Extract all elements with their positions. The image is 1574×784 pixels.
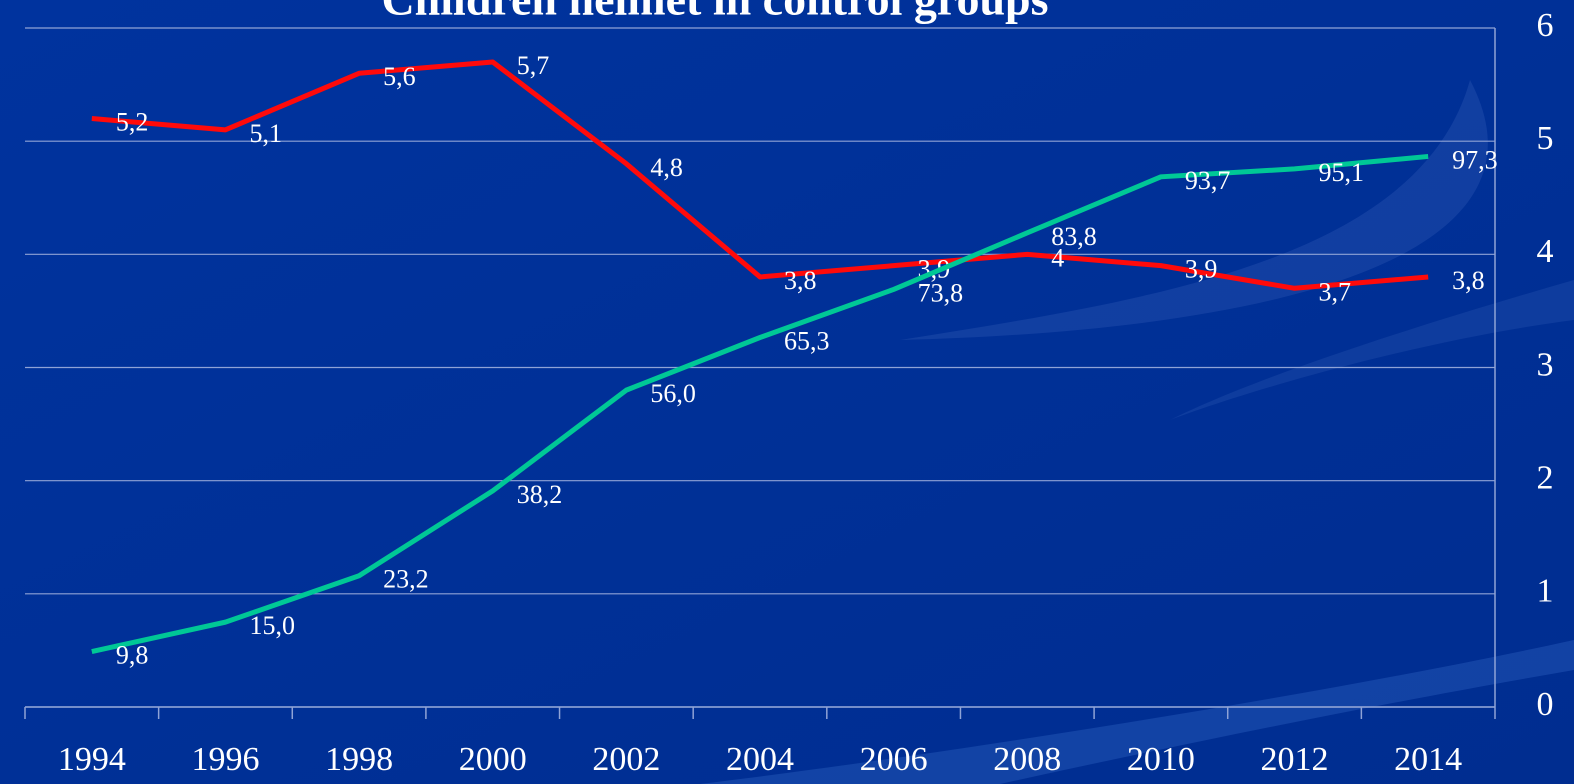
data-label: 5,7 <box>517 51 550 80</box>
x-tick-label: 2008 <box>993 741 1061 778</box>
x-tick-label: 2012 <box>1261 741 1329 778</box>
y-tick-label: 3 <box>1537 346 1554 383</box>
x-tick-label: 2004 <box>726 741 794 778</box>
data-label: 5,6 <box>383 62 416 91</box>
y-tick-label: 5 <box>1537 120 1554 157</box>
x-tick-label: 2000 <box>459 741 527 778</box>
x-tick-label: 1998 <box>325 741 393 778</box>
data-label: 5,2 <box>116 108 148 137</box>
data-label: 83,8 <box>1051 222 1097 251</box>
data-label: 3,8 <box>1452 266 1485 295</box>
chart-title: Children helmet in control groups <box>381 0 1048 25</box>
x-tick-label: 1996 <box>191 741 259 778</box>
data-label: 38,2 <box>517 480 563 509</box>
data-label: 5,1 <box>249 119 281 148</box>
x-tick-label: 2010 <box>1127 741 1195 778</box>
data-label: 4,8 <box>650 153 683 182</box>
x-tick-label: 2002 <box>592 741 660 778</box>
data-label: 9,8 <box>116 641 148 670</box>
data-label: 97,3 <box>1452 145 1498 174</box>
data-label: 95,1 <box>1319 158 1365 187</box>
data-label: 93,7 <box>1185 166 1231 195</box>
x-tick-label: 2006 <box>860 741 928 778</box>
data-label: 65,3 <box>784 326 830 355</box>
series-line <box>91 59 1429 291</box>
x-tick-label: 2014 <box>1394 741 1462 778</box>
data-label: 3,8 <box>784 266 817 295</box>
y-tick-label: 6 <box>1537 7 1554 44</box>
y-tick-label: 4 <box>1537 233 1554 270</box>
data-label: 23,2 <box>383 565 429 594</box>
y-tick-label: 1 <box>1537 573 1554 610</box>
data-label: 3,9 <box>1185 255 1218 284</box>
y-tick-label: 0 <box>1537 686 1554 723</box>
data-label: 15,0 <box>249 611 294 640</box>
y-tick-label: 2 <box>1537 459 1554 496</box>
decoration <box>1170 280 1574 420</box>
decoration <box>900 80 1488 340</box>
data-label: 73,8 <box>918 278 964 307</box>
data-label: 3,7 <box>1319 277 1352 306</box>
data-label: 56,0 <box>650 379 696 408</box>
x-tick-label: 1994 <box>58 741 126 778</box>
data-label: 4 <box>1051 243 1064 272</box>
series-line <box>91 153 1429 654</box>
